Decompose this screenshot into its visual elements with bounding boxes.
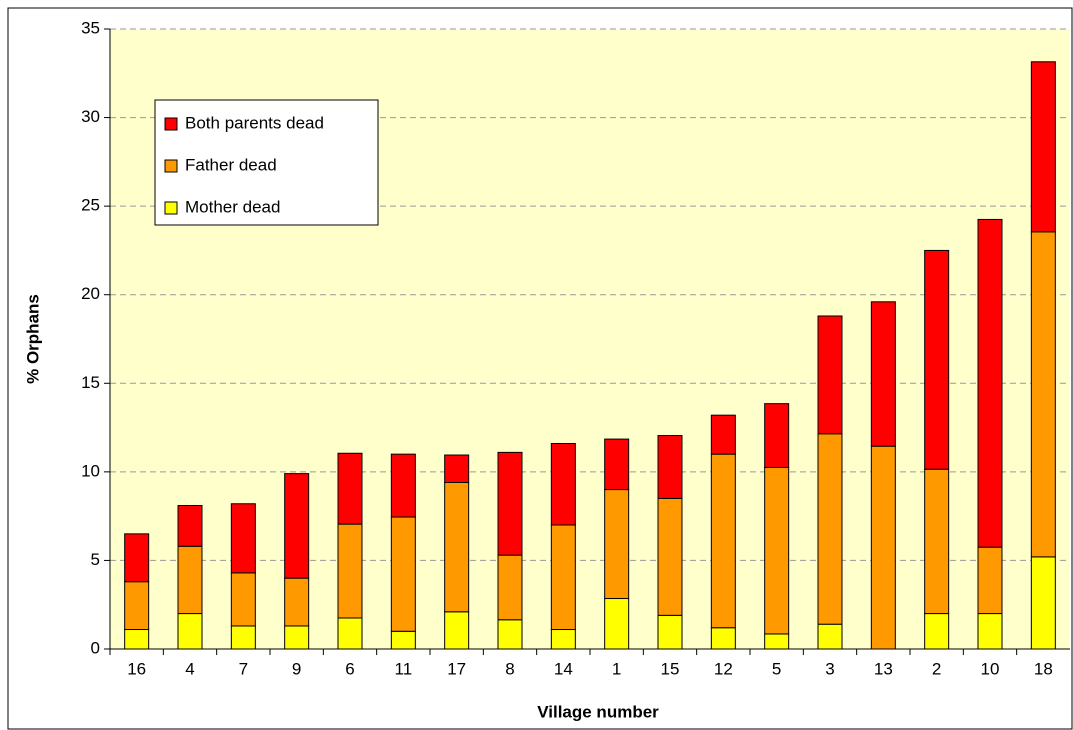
bar-segment — [124, 533, 150, 583]
bar-segment — [284, 473, 310, 579]
bar-segment — [550, 629, 576, 650]
bar-segment — [1030, 61, 1056, 233]
bar-segment — [710, 627, 736, 650]
bar-segment — [337, 452, 363, 525]
bar-segment — [337, 617, 363, 650]
bar-segment — [604, 438, 630, 491]
y-tick-label: 10 — [81, 461, 100, 480]
x-tick-label: 6 — [345, 659, 354, 678]
bar-segment — [230, 625, 256, 650]
x-axis-title: Village number — [537, 702, 659, 721]
bar-segment — [764, 633, 790, 650]
y-tick-label: 5 — [91, 550, 100, 569]
y-tick-label: 20 — [81, 284, 100, 303]
bar-segment — [1030, 231, 1056, 558]
legend-swatch — [164, 201, 178, 215]
x-tick-label: 9 — [292, 659, 301, 678]
bar-segment — [604, 489, 630, 600]
x-tick-label: 12 — [714, 659, 733, 678]
bar-segment — [764, 403, 790, 468]
bar-segment — [444, 611, 470, 650]
y-tick-label: 30 — [81, 107, 100, 126]
bar-segment — [710, 453, 736, 629]
x-tick-label: 18 — [1034, 659, 1053, 678]
x-tick-label: 1 — [612, 659, 621, 678]
bar-segment — [230, 572, 256, 627]
legend-label: Mother dead — [185, 197, 280, 216]
bar-segment — [444, 454, 470, 483]
bar-segment — [604, 598, 630, 650]
legend-label: Both parents dead — [185, 113, 324, 132]
bar-segment — [124, 581, 150, 631]
legend-swatch — [164, 159, 178, 173]
bar-segment — [817, 623, 843, 650]
bar-segment — [177, 545, 203, 615]
bar-segment — [177, 613, 203, 650]
bar-segment — [444, 481, 470, 613]
legend-swatch — [164, 117, 178, 131]
x-tick-label: 3 — [825, 659, 834, 678]
bar-segment — [870, 445, 896, 650]
x-tick-label: 4 — [185, 659, 194, 678]
bar-segment — [977, 613, 1003, 650]
bar-segment — [657, 497, 683, 616]
x-tick-label: 7 — [239, 659, 248, 678]
y-tick-label: 25 — [81, 196, 100, 215]
x-tick-label: 16 — [127, 659, 146, 678]
x-tick-label: 5 — [772, 659, 781, 678]
bar-segment — [390, 630, 416, 650]
bar-segment — [870, 301, 896, 447]
bar-segment — [657, 435, 683, 499]
bar-segment — [924, 249, 950, 470]
bar-segment — [124, 629, 150, 650]
bar-segment — [177, 505, 203, 547]
y-tick-label: 15 — [81, 373, 100, 392]
bar-segment — [764, 466, 790, 635]
bar-segment — [390, 516, 416, 632]
bar-segment — [550, 443, 576, 526]
bar-segment — [497, 554, 523, 621]
bar-segment — [230, 503, 256, 574]
bar-segment — [710, 414, 736, 455]
bar-segment — [924, 613, 950, 650]
bar-segment — [977, 218, 1003, 548]
y-tick-label: 0 — [91, 638, 100, 657]
y-axis-title: % Orphans — [23, 294, 42, 384]
bar-segment — [657, 614, 683, 650]
bar-segment — [390, 453, 416, 518]
bar-segment — [924, 468, 950, 615]
x-tick-label: 8 — [505, 659, 514, 678]
x-tick-label: 17 — [447, 659, 466, 678]
x-tick-label: 13 — [874, 659, 893, 678]
bar-segment — [284, 625, 310, 650]
x-tick-label: 11 — [395, 659, 413, 678]
x-tick-label: 2 — [932, 659, 941, 678]
bar-segment — [1030, 556, 1056, 650]
legend-label: Father dead — [185, 155, 277, 174]
x-tick-label: 14 — [554, 659, 573, 678]
y-tick-label: 35 — [81, 18, 100, 37]
bar-segment — [550, 524, 576, 631]
x-tick-label: 15 — [661, 659, 680, 678]
bar-segment — [284, 577, 310, 627]
bar-segment — [497, 451, 523, 556]
bar-segment — [977, 546, 1003, 615]
bar-segment — [497, 619, 523, 650]
bar-segment — [817, 315, 843, 435]
bar-segment — [337, 523, 363, 619]
x-tick-label: 10 — [981, 659, 1000, 678]
bar-segment — [817, 433, 843, 625]
legend-box — [154, 99, 379, 226]
